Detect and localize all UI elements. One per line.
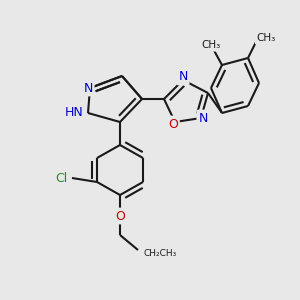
Text: N: N [83,82,93,94]
Text: O: O [168,118,178,130]
Text: CH₂CH₃: CH₂CH₃ [143,248,176,257]
Text: CH₃: CH₃ [256,33,276,43]
Text: N: N [178,70,188,83]
Text: N: N [198,112,208,124]
Text: Cl: Cl [55,172,67,184]
Text: O: O [115,209,125,223]
Text: CH₃: CH₃ [201,40,220,50]
Text: HN: HN [65,106,84,119]
